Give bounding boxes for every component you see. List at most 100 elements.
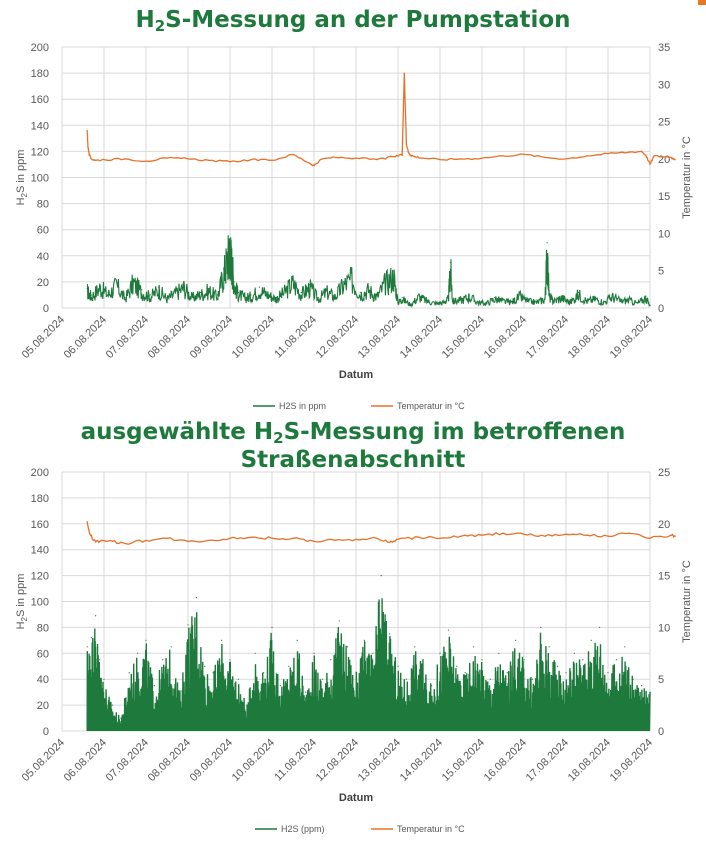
chart2-ylabel-right: Temperatur in °C	[681, 560, 693, 643]
chart2-temp-point	[586, 534, 588, 536]
chart1-h2s-point	[359, 291, 361, 293]
chart2-h2s-point	[338, 620, 340, 622]
chart1-h2s-point	[449, 261, 452, 263]
chart1-h2s-point	[636, 302, 639, 304]
chart1-h2s-point	[326, 289, 328, 291]
chart1-h2s-point	[244, 295, 246, 297]
chart2-ytick-right: 25	[658, 467, 670, 479]
chart2-xtick-label: 06.08.2024	[62, 737, 109, 784]
chart1-h2s-point	[548, 294, 550, 296]
chart1-h2s-point	[620, 299, 622, 301]
chart2-temp-point	[376, 537, 378, 539]
chart1-h2s-point	[300, 291, 302, 293]
chart2-h2s-point	[212, 672, 214, 674]
chart2-h2s-point	[515, 639, 517, 641]
chart1-temp-point	[208, 159, 210, 161]
chart1-h2s-point	[594, 296, 597, 299]
chart1-h2s-point	[544, 296, 546, 299]
chart2-h2s-point	[582, 659, 584, 661]
chart1-ytick-left: 80	[37, 199, 49, 211]
chart2-ytick-left: 60	[37, 648, 49, 660]
chart2-xlabel: Datum	[339, 792, 373, 804]
chart1-ytick-left: 140	[31, 120, 49, 132]
chart2-xtick-label: 14.08.2024	[398, 737, 445, 784]
chart2-h2s-point	[90, 637, 92, 639]
chart1-h2s-point	[107, 291, 109, 293]
chart1-temp-point	[145, 160, 147, 162]
chart1-h2s-point	[552, 299, 555, 301]
chart1-temp-point	[481, 157, 483, 159]
chart2-ytick-right: 10	[658, 622, 670, 634]
chart2-h2s-point	[523, 659, 525, 661]
chart2-temp-point	[397, 538, 399, 540]
chart1-temp-point	[670, 156, 672, 158]
chart2-h2s-point	[120, 717, 122, 719]
chart1-ytick-left: 160	[31, 94, 49, 106]
chart2-temp-point	[334, 539, 336, 541]
chart1-h2s-point	[477, 300, 479, 303]
chart1-temp-point	[86, 129, 88, 132]
chart1-h2s-point	[99, 283, 101, 286]
chart2-ytick-left: 100	[31, 597, 49, 609]
chart1-h2s-point	[267, 291, 269, 293]
chart2-h2s-point	[363, 639, 365, 641]
chart2-h2s-point	[313, 652, 315, 654]
chart1-h2s-point	[351, 274, 353, 276]
chart2-h2s-point	[548, 646, 550, 648]
chart1-h2s-point	[233, 281, 235, 283]
chart1-ytick-right: 5	[658, 266, 664, 278]
chart2-h2s-point	[456, 665, 458, 667]
chart1-legend-temp-label: Temperatur in °C	[397, 401, 465, 411]
chart2-h2s-point	[330, 659, 332, 661]
chart2-ytick-left: 160	[31, 519, 49, 531]
chart2-h2s-point	[111, 704, 113, 706]
chart2-temp-point	[565, 533, 567, 535]
chart2-h2s-point	[573, 652, 576, 654]
chart2-temp-point	[88, 531, 90, 533]
chart1-h2s-point	[611, 294, 613, 296]
chart1-h2s-point	[376, 294, 378, 296]
chart2-h2s-point	[473, 646, 475, 648]
chart2-xtick-label: 18.08.2024	[566, 737, 613, 784]
chart1-h2s-point	[603, 300, 605, 303]
chart1-temp-point	[309, 162, 311, 164]
chart1-h2s-point	[149, 294, 151, 296]
chart1-temp-point	[271, 159, 273, 161]
chart2-xtick-label: 08.08.2024	[146, 737, 193, 784]
chart1-h2s-point	[227, 248, 229, 250]
chart2-h2s-point	[296, 639, 298, 641]
chart2-h2s-point	[649, 691, 651, 693]
chart1-temp-point	[166, 157, 168, 159]
chart2-temp-point	[628, 532, 630, 534]
chart2-legend-temp-label: Temperatur in °C	[397, 824, 465, 834]
chart2-temp-point	[607, 535, 609, 537]
chart2-h2s-point	[229, 659, 231, 661]
chart1-h2s-point	[132, 278, 134, 280]
chart2-h2s-point	[615, 659, 618, 661]
chart2-h2s-point	[447, 629, 449, 631]
chart1-h2s-point	[292, 278, 294, 280]
chart1-temp-point	[674, 159, 676, 161]
chart1-h2s-point	[229, 242, 231, 244]
chart1-h2s-point	[208, 287, 210, 290]
chart1-ytick-right: 25	[658, 117, 670, 129]
chart1-h2s-point	[645, 295, 647, 297]
chart2-h2s-point	[540, 626, 542, 629]
chart2-xtick-label: 11.08.2024	[272, 737, 319, 784]
chart2-ytick-left: 180	[31, 493, 49, 505]
chart2-temp-point	[145, 539, 147, 541]
chart1-temp-point	[645, 154, 647, 156]
chart1-temp-point	[641, 150, 643, 152]
chart2-h2s-point	[271, 626, 273, 629]
chart2-xtick-label: 13.08.2024	[356, 737, 403, 784]
chart2-h2s-point	[179, 691, 181, 693]
chart2-h2s-point	[95, 615, 97, 617]
chart2-h2s-point	[380, 575, 382, 577]
chart1-temp-point	[355, 157, 357, 159]
chart2-ytick-left: 40	[37, 674, 49, 686]
chart2-temp-point	[187, 540, 189, 543]
chart1-h2s-point	[494, 296, 496, 299]
chart1-temp-point	[401, 154, 403, 156]
chart1-h2s-point	[258, 286, 260, 288]
